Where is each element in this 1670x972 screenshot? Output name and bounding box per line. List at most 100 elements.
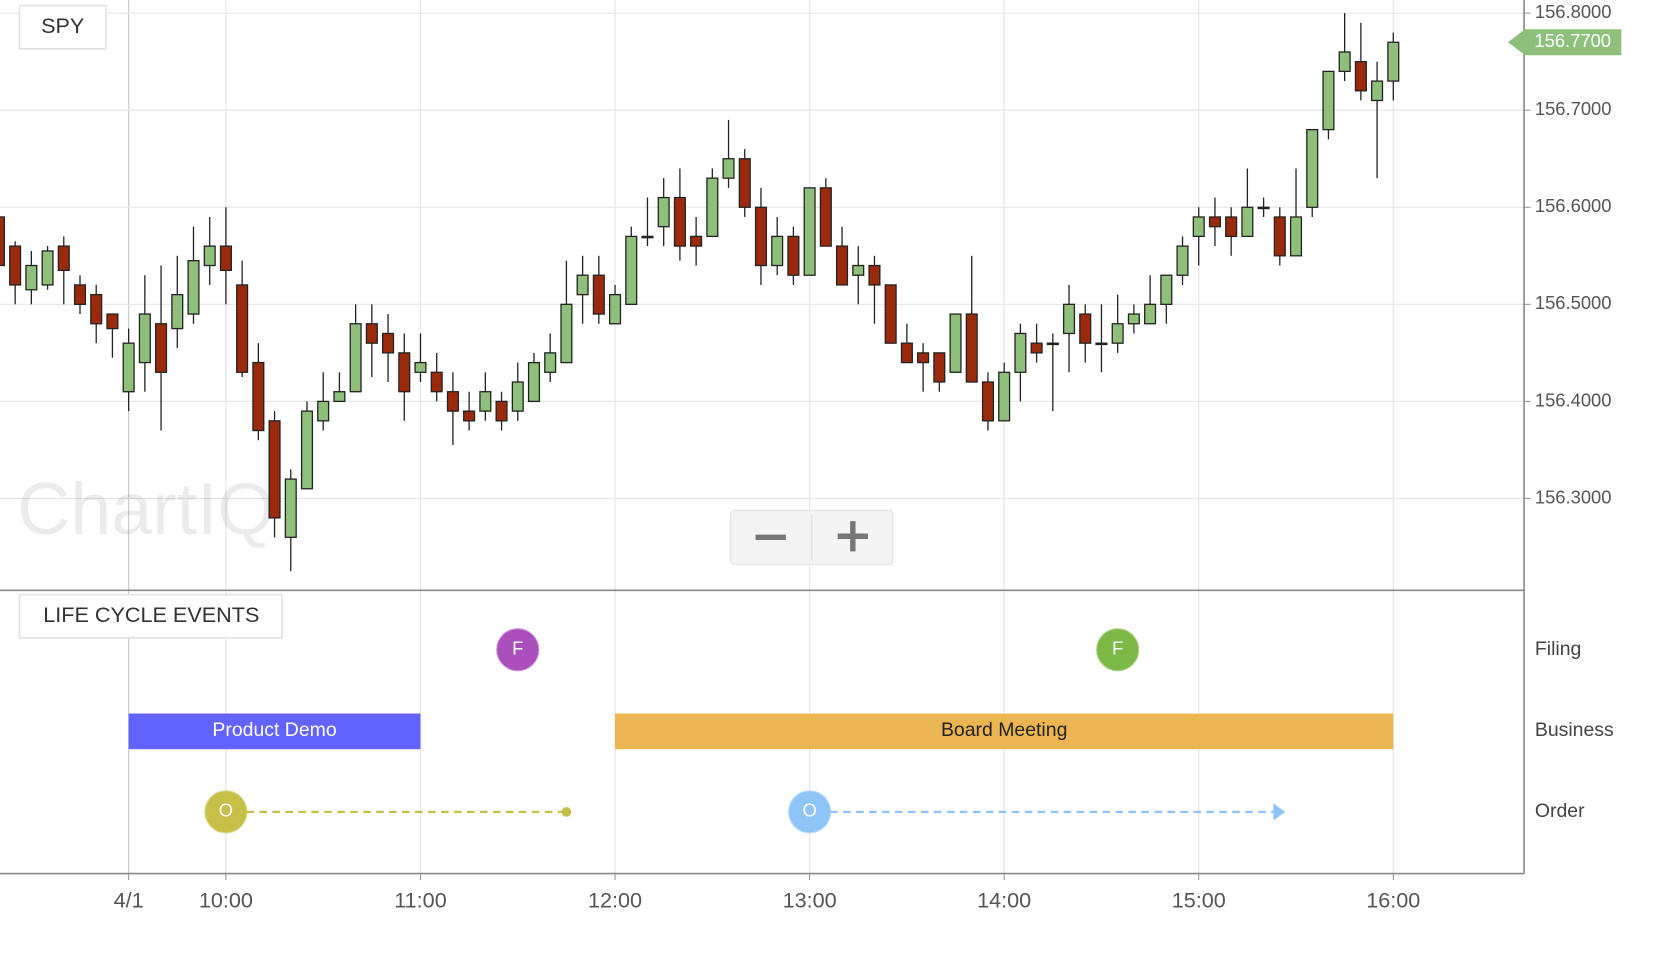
candle-body xyxy=(479,391,492,412)
event-marker xyxy=(496,628,540,672)
candle-body xyxy=(1257,206,1270,210)
x-tick-label: 13:00 xyxy=(783,887,837,912)
event-span xyxy=(128,713,421,750)
candle-body xyxy=(73,284,87,305)
candle-body xyxy=(965,313,978,383)
last-price-label: 156.7700 xyxy=(1534,30,1611,51)
lane-label: Business xyxy=(1535,719,1614,741)
event-marker xyxy=(1096,628,1140,672)
candle-body xyxy=(949,313,962,373)
candle-body xyxy=(608,293,622,325)
x-tick-label: 4/1 xyxy=(114,887,144,912)
candle-body xyxy=(495,400,508,422)
candle-body xyxy=(446,391,459,412)
x-tick-label: 16:00 xyxy=(1366,887,1420,912)
panel-title-box xyxy=(18,593,283,639)
panel-title: SPY xyxy=(41,13,84,38)
candle-body xyxy=(1306,128,1319,208)
candle-body xyxy=(155,323,168,373)
candle-body xyxy=(771,235,784,267)
order-end xyxy=(1273,803,1286,821)
y-tick-label: 156.3000 xyxy=(1535,486,1612,507)
candle-body xyxy=(592,274,605,315)
candle-body xyxy=(690,235,703,247)
candle-body xyxy=(0,216,5,267)
event-span-label: Product Demo xyxy=(212,719,336,741)
x-tick-label: 14:00 xyxy=(977,887,1031,912)
candle-body xyxy=(625,235,638,305)
order-marker-label: O xyxy=(219,800,233,821)
candle-body xyxy=(1176,245,1189,276)
order-end xyxy=(561,807,572,817)
candle-body xyxy=(527,361,541,403)
candle-body xyxy=(1289,216,1303,257)
candle-body xyxy=(171,293,184,330)
candle-body xyxy=(1354,61,1367,92)
y-tick-label: 156.5000 xyxy=(1535,292,1612,313)
candle-body xyxy=(981,381,995,422)
candle-body xyxy=(122,342,135,393)
order-marker xyxy=(787,790,832,834)
candle-body xyxy=(90,293,103,325)
zoom-controls xyxy=(730,509,894,565)
zoom-out-button[interactable] xyxy=(732,511,811,563)
candle-body xyxy=(1225,216,1238,238)
candle-body xyxy=(463,410,476,422)
candle-body xyxy=(382,332,395,354)
candle-body xyxy=(1014,332,1027,373)
candle-body xyxy=(1322,70,1335,131)
candle-body xyxy=(268,420,281,519)
candle-body xyxy=(252,361,265,432)
candle-body xyxy=(933,352,946,383)
candle-body xyxy=(333,391,346,403)
candle-body xyxy=(852,264,865,276)
event-span xyxy=(615,713,1394,750)
candle-body xyxy=(187,260,200,315)
event-marker-label: F xyxy=(1112,638,1123,659)
candle-body xyxy=(819,187,832,247)
x-tick-label: 15:00 xyxy=(1172,887,1226,912)
candle-body xyxy=(722,158,735,179)
order-marker-label: O xyxy=(802,800,816,821)
candle-body xyxy=(300,410,314,490)
watermark: ChartIQ xyxy=(17,467,274,550)
panel-title: LIFE CYCLE EVENTS xyxy=(43,602,259,627)
candle-body xyxy=(219,245,232,272)
y-tick-label: 156.6000 xyxy=(1535,195,1612,216)
candle-body xyxy=(1273,216,1286,257)
y-tick-label: 156.7000 xyxy=(1535,98,1612,119)
last-price-tag xyxy=(1507,29,1622,56)
candle-body xyxy=(1160,274,1173,305)
candle-body xyxy=(1208,216,1222,228)
candle-body xyxy=(398,352,411,393)
candle-body xyxy=(1338,51,1351,73)
candle-body xyxy=(754,206,768,267)
y-tick-label: 156.4000 xyxy=(1535,389,1612,410)
candle-body xyxy=(106,313,119,330)
candle-body xyxy=(1127,313,1140,325)
event-span-label: Board Meeting xyxy=(941,719,1067,741)
candle-body xyxy=(884,284,897,344)
candle-body xyxy=(511,381,524,412)
candle-body xyxy=(317,400,330,422)
candle-body xyxy=(1046,342,1059,346)
x-tick-label: 10:00 xyxy=(199,887,253,912)
candle-body xyxy=(835,245,849,286)
candle-body xyxy=(657,196,670,228)
candle-body xyxy=(900,342,913,364)
zoom-in-button[interactable] xyxy=(813,511,892,563)
candle-body xyxy=(41,250,54,286)
candle-body xyxy=(1241,206,1254,238)
candle-body xyxy=(365,323,378,344)
candle-body xyxy=(544,352,557,373)
lane-label: Filing xyxy=(1535,638,1581,660)
x-tick-label: 12:00 xyxy=(588,887,642,912)
candle-body xyxy=(998,371,1011,422)
order-marker xyxy=(204,790,248,834)
candle-body xyxy=(1371,80,1384,102)
candle-body xyxy=(349,323,362,393)
candle-body xyxy=(430,371,443,393)
candle-body xyxy=(706,177,719,238)
candle-body xyxy=(1062,303,1076,335)
